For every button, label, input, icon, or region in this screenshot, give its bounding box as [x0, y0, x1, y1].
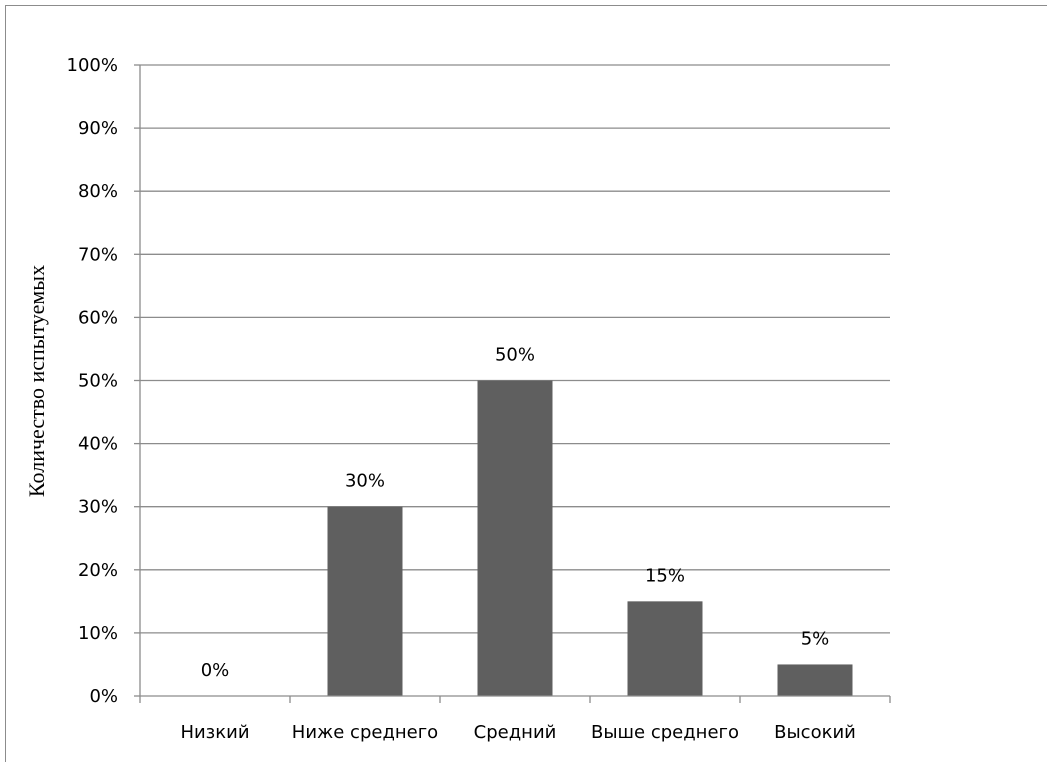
y-tick-label: 0%	[89, 686, 118, 707]
data-label: 0%	[201, 660, 230, 681]
y-tick-label: 20%	[78, 560, 118, 581]
axes	[139, 65, 891, 703]
x-tick-labels: Низкий Ниже среднего Средний Выше среднего В…	[180, 722, 855, 743]
x-tick-label: Низкий	[180, 722, 249, 743]
bar	[777, 664, 853, 696]
y-axis-title: Количество испытуемых	[24, 265, 49, 497]
bar	[327, 506, 403, 696]
x-tick-label: Ниже среднего	[292, 722, 438, 743]
data-label: 15%	[645, 565, 685, 586]
y-tick-label: 50%	[78, 371, 118, 392]
bars	[327, 380, 853, 696]
data-labels: 0% 30% 50% 15% 5%	[201, 345, 830, 682]
y-tick-label: 40%	[78, 434, 118, 455]
y-tick-labels: 0% 10% 20% 30% 40% 50% 60% 70% 80% 90% 100%	[67, 55, 118, 707]
y-tick-label: 60%	[78, 307, 118, 328]
data-label: 30%	[345, 471, 385, 492]
bar	[627, 601, 703, 696]
data-label: 5%	[801, 628, 830, 649]
x-tick-label: Выше среднего	[591, 722, 739, 743]
x-tick-label: Высокий	[774, 722, 856, 743]
y-tick-label: 30%	[78, 497, 118, 518]
data-label: 50%	[495, 345, 535, 366]
y-tick-label: 70%	[78, 244, 118, 265]
x-tick-label: Средний	[474, 722, 557, 743]
y-tick-label: 90%	[78, 118, 118, 139]
y-tick-label: 100%	[67, 55, 118, 76]
bar	[477, 380, 553, 696]
y-tick-label: 80%	[78, 181, 118, 202]
y-tick-label: 10%	[78, 623, 118, 644]
